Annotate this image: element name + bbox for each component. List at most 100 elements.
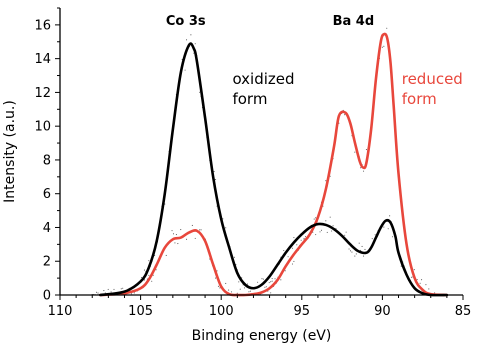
raw-data-dot — [262, 278, 264, 280]
raw-data-dot — [325, 180, 327, 182]
raw-data-dot — [383, 45, 385, 47]
raw-data-dot — [236, 292, 238, 294]
raw-data-dot — [141, 276, 143, 279]
raw-data-dot — [383, 226, 385, 228]
raw-data-dot — [315, 217, 317, 219]
raw-data-dot — [291, 263, 294, 265]
raw-data-dot — [148, 274, 150, 276]
raw-data-dot — [133, 292, 135, 294]
raw-data-dot — [228, 289, 230, 291]
raw-data-dot — [213, 171, 215, 173]
raw-data-dot — [360, 167, 362, 169]
y-tick-label: 6 — [43, 187, 51, 202]
raw-data-dot — [293, 237, 295, 239]
raw-data-dot — [355, 253, 357, 255]
raw-data-dot — [386, 27, 388, 29]
raw-data-dot — [230, 291, 233, 293]
series-label-line: form — [232, 90, 267, 108]
y-tick-label: 2 — [43, 255, 51, 270]
raw-data-dot — [271, 280, 273, 282]
x-tick-label: 85 — [455, 304, 472, 319]
raw-data-dot — [362, 255, 365, 257]
raw-data-dot — [239, 288, 241, 290]
raw-data-dot — [199, 229, 201, 231]
raw-data-dot — [381, 46, 383, 48]
raw-data-dot — [345, 231, 347, 233]
raw-data-dot — [389, 215, 391, 217]
raw-data-dot — [194, 43, 196, 45]
y-tick-label: 8 — [43, 153, 51, 168]
raw-data-dot — [248, 291, 250, 293]
raw-data-dot — [320, 229, 323, 231]
raw-data-dot — [184, 69, 186, 71]
raw-data-dot — [344, 234, 346, 236]
raw-data-dot — [349, 250, 352, 252]
raw-data-dot — [413, 269, 415, 271]
y-tick-label: 14 — [34, 52, 51, 67]
raw-data-dot — [165, 254, 167, 257]
raw-data-dot — [264, 286, 266, 288]
raw-data-dot — [107, 288, 109, 290]
raw-data-dot — [130, 293, 132, 295]
raw-data-dot — [174, 242, 176, 244]
series-layer — [99, 32, 449, 297]
raw-data-dot — [97, 292, 99, 294]
raw-data-dot — [113, 288, 115, 290]
raw-data-dot — [194, 237, 196, 239]
raw-data-dot — [374, 234, 376, 236]
y-tick-label: 12 — [34, 86, 51, 101]
raw-data-dot — [364, 248, 366, 251]
raw-data-dot — [287, 256, 289, 258]
raw-data-dot — [199, 91, 201, 93]
y-axis-title: Intensity (a.u.) — [2, 100, 18, 203]
x-axis-title: Binding energy (eV) — [192, 328, 332, 344]
raw-data-dot — [185, 39, 188, 41]
raw-data-scatter — [91, 27, 437, 296]
raw-data-dot — [143, 269, 146, 271]
raw-data-dot — [291, 247, 294, 249]
series-label-oxidized: oxidized form — [232, 70, 294, 108]
raw-data-dot — [293, 260, 295, 262]
raw-data-dot — [110, 291, 112, 293]
raw-data-dot — [155, 269, 157, 271]
raw-data-dot — [249, 290, 251, 292]
raw-data-dot — [392, 236, 394, 238]
raw-data-dot — [325, 220, 327, 222]
x-tick-label: 105 — [128, 304, 153, 319]
raw-data-dot — [348, 248, 350, 250]
raw-data-dot — [313, 218, 315, 220]
raw-data-dot — [177, 243, 179, 245]
raw-data-dot — [185, 238, 188, 240]
raw-data-dot — [268, 282, 270, 284]
chart-labels: Binding energy (eV) Intensity (a.u.) oxidi… — [2, 14, 463, 344]
raw-data-dot — [217, 285, 220, 287]
raw-data-dot — [171, 230, 173, 232]
raw-data-dot — [331, 230, 333, 232]
raw-data-dot — [351, 251, 353, 253]
raw-data-dot — [296, 244, 298, 246]
raw-data-dot — [362, 170, 365, 172]
raw-data-dot — [326, 231, 328, 233]
raw-data-dot — [265, 286, 267, 288]
raw-data-dot — [191, 224, 193, 226]
raw-data-dot — [421, 279, 423, 281]
raw-data-dot — [387, 228, 389, 230]
raw-data-dot — [354, 151, 356, 153]
raw-data-dot — [419, 282, 421, 284]
raw-data-dot — [280, 279, 282, 281]
y-tick-label: 4 — [43, 221, 51, 236]
raw-data-dot — [428, 288, 430, 290]
raw-data-dot — [300, 239, 302, 241]
axes: 110 105 100 95 90 85 0 2 4 6 8 10 12 14 16 — [34, 7, 472, 319]
raw-data-dot — [244, 287, 246, 289]
x-tick-label: 90 — [374, 304, 391, 319]
raw-data-dot — [358, 242, 360, 244]
raw-data-dot — [261, 278, 263, 280]
raw-data-dot — [416, 279, 418, 281]
raw-data-dot — [215, 277, 217, 279]
raw-data-dot — [354, 255, 356, 257]
raw-data-dot — [148, 260, 150, 262]
raw-data-dot — [332, 225, 334, 227]
raw-data-dot — [246, 283, 249, 285]
